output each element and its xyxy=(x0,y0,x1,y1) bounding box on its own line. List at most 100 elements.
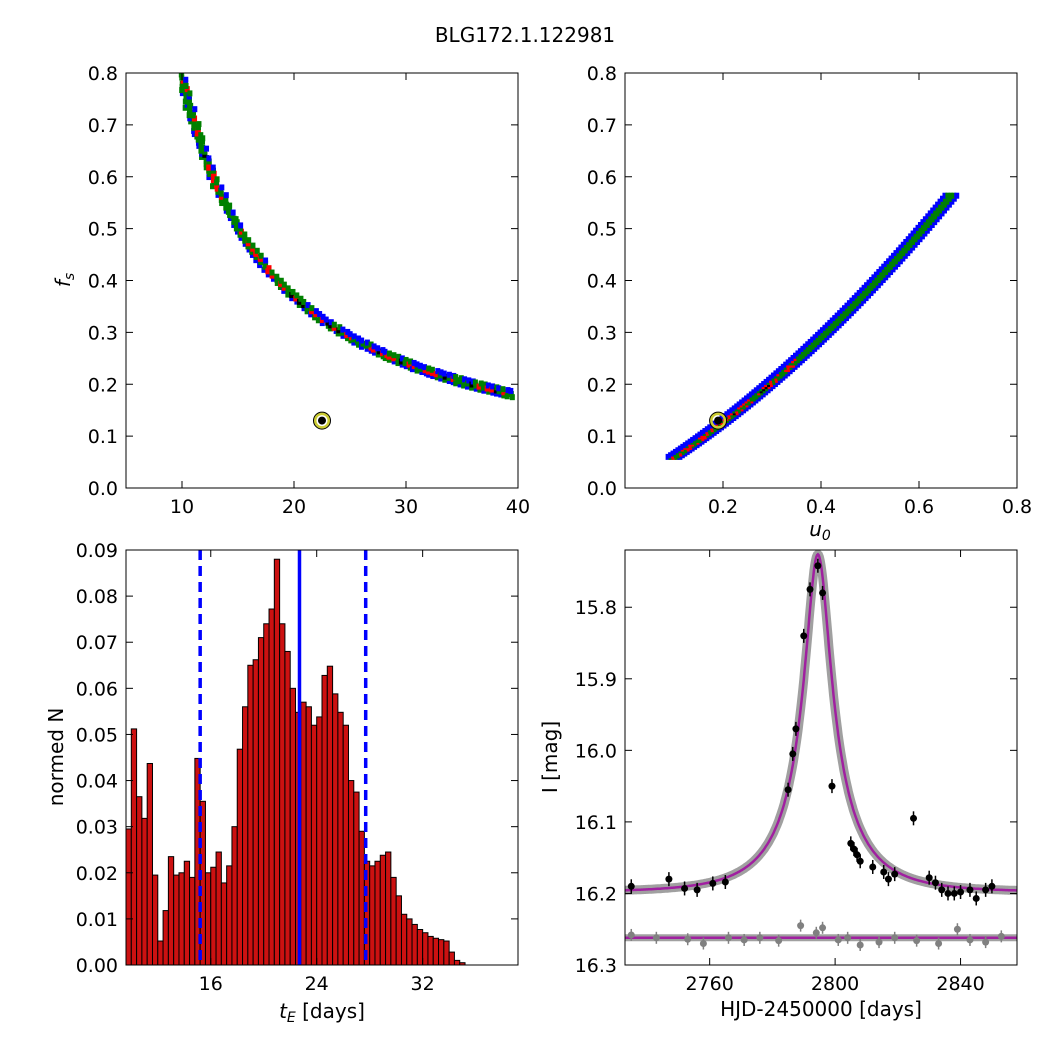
density-pixel xyxy=(297,298,303,305)
y-tick-label: 0.5 xyxy=(587,219,617,241)
tE-histogram-ylabel: normed N xyxy=(44,708,68,807)
light-curve-ylabel: I [mag] xyxy=(538,721,562,793)
density-pixel xyxy=(194,133,200,140)
histogram-bar xyxy=(236,748,244,966)
density-pixel xyxy=(501,392,507,399)
density-pixel xyxy=(486,388,492,395)
density-pixel xyxy=(435,368,441,375)
histogram-bar xyxy=(369,865,376,966)
residual-point xyxy=(966,936,974,944)
density-pixel xyxy=(422,364,428,371)
histogram-bar xyxy=(173,874,180,966)
data-point xyxy=(784,786,792,794)
tE-histogram-xlabel: tE [days] xyxy=(279,999,365,1026)
density-pixel xyxy=(461,382,467,389)
histogram-bar xyxy=(257,637,265,966)
density-pixel xyxy=(261,266,267,273)
density-pixel xyxy=(293,295,299,302)
histogram-bar xyxy=(289,687,297,966)
density-pixel xyxy=(402,360,408,367)
histogram-bar xyxy=(448,951,455,966)
density-pixel xyxy=(184,86,190,93)
density-pixel xyxy=(210,183,216,190)
histogram-bar xyxy=(432,937,440,966)
density-pixel xyxy=(215,188,221,195)
density-pixel xyxy=(301,302,307,309)
density-pixel xyxy=(490,389,496,396)
density-pixel xyxy=(480,384,486,391)
density-pixel xyxy=(191,121,197,128)
density-pixel xyxy=(186,99,192,106)
fs-vs-tE-ticks: 10 20 30 40 0.0 0.1 0.2 0.3 0.4 0.5 0.6 0.7 0.8 xyxy=(88,63,530,518)
density-pixel xyxy=(194,130,200,137)
density-pixel xyxy=(198,132,204,139)
histogram-bar xyxy=(157,940,164,966)
density-pixel xyxy=(504,393,510,400)
density-pixel xyxy=(429,366,435,373)
density-pixel xyxy=(262,263,268,270)
density-pixel xyxy=(438,375,444,382)
density-pixel xyxy=(234,219,240,226)
histogram-bar xyxy=(416,928,424,966)
density-pixel xyxy=(233,222,239,229)
y-tick-label: 0.06 xyxy=(76,678,118,700)
density-pixel xyxy=(270,275,276,282)
density-pixel xyxy=(211,180,217,187)
histogram-bar xyxy=(162,910,169,966)
density-pixel xyxy=(466,377,472,384)
density-pixel xyxy=(446,377,452,384)
data-point xyxy=(856,857,864,865)
x-tick-label: 2760 xyxy=(685,973,733,995)
density-pixel xyxy=(258,252,264,259)
residual-point xyxy=(652,934,660,942)
density-pixel xyxy=(323,316,329,323)
density-pixel xyxy=(183,89,189,96)
y-tick-label: 0.01 xyxy=(76,909,118,931)
y-tick-label: 0.4 xyxy=(88,271,118,293)
tE-histogram-ticks: 16 24 32 0.00 0.01 0.02 0.03 0.04 0.05 0.06 0.07 0.… xyxy=(76,540,518,995)
y-tick-label: 16.3 xyxy=(575,955,617,977)
histogram-bar xyxy=(310,724,318,966)
density-pixel xyxy=(294,292,300,299)
density-pixel xyxy=(482,381,488,388)
y-tick-label: 0.08 xyxy=(76,586,118,608)
density-pixel xyxy=(183,76,189,83)
density-pixel xyxy=(319,320,325,327)
density-pixel xyxy=(364,345,370,352)
histogram-bar xyxy=(427,935,434,966)
density-pixel xyxy=(246,237,252,244)
density-pixel xyxy=(242,231,248,238)
data-point xyxy=(891,870,899,878)
density-pixel xyxy=(188,118,194,125)
density-pixel xyxy=(398,358,404,365)
figure-title: BLG172.1.122981 xyxy=(435,23,615,47)
best-fit-dot xyxy=(714,416,723,425)
density-pixel xyxy=(498,391,504,398)
y-tick-label: 16.0 xyxy=(575,740,617,762)
density-pixel xyxy=(195,127,201,134)
y-tick-label: 0.05 xyxy=(76,724,118,746)
y-tick-label: 0.0 xyxy=(88,478,118,500)
density-pixel xyxy=(198,141,204,148)
density-pixel xyxy=(351,336,357,343)
density-pixel xyxy=(223,195,229,202)
density-pixel xyxy=(179,87,185,94)
histogram-bar xyxy=(183,860,191,966)
density-pixel xyxy=(500,386,506,393)
data-point xyxy=(972,894,980,902)
y-tick-label: 0.1 xyxy=(88,426,118,448)
residual-point xyxy=(982,938,990,946)
density-pixel xyxy=(426,365,432,372)
density-pixel xyxy=(214,176,220,183)
residual-point xyxy=(953,925,961,933)
density-pixel xyxy=(274,273,280,280)
density-pixel xyxy=(206,158,212,165)
residual-point xyxy=(834,936,842,944)
histogram-bar xyxy=(268,608,275,966)
density-pixel xyxy=(386,356,392,363)
y-tick-label: 0.09 xyxy=(76,540,118,562)
density-pixel xyxy=(285,291,291,298)
density-pixel xyxy=(425,368,431,375)
density-pixel xyxy=(179,90,185,97)
data-point xyxy=(847,839,855,847)
